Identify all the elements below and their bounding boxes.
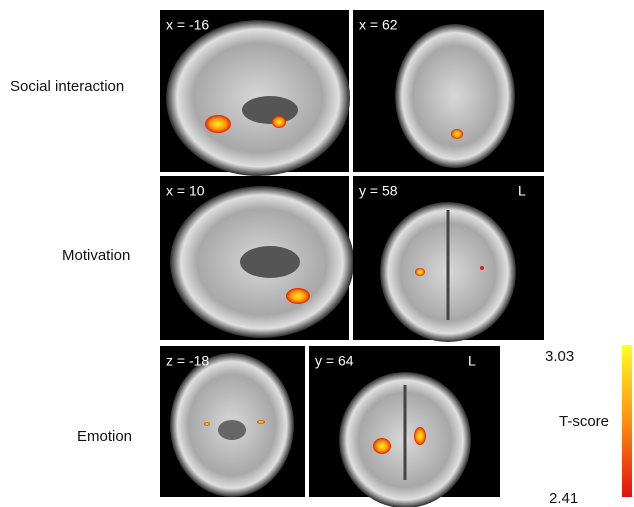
panel: x = -16 bbox=[160, 10, 350, 176]
side-marker: L bbox=[518, 183, 526, 199]
colorbar-min: 2.41 bbox=[549, 490, 578, 507]
colorbar-max: 3.03 bbox=[545, 348, 574, 365]
coordinate: y = 58 bbox=[359, 183, 398, 199]
side-marker: L bbox=[468, 353, 476, 369]
coordinate: x = -16 bbox=[166, 17, 209, 33]
row-label: Social interaction bbox=[10, 78, 124, 95]
panel: x = 62 bbox=[353, 10, 544, 172]
colorbar bbox=[622, 345, 632, 497]
coordinate: y = 64 bbox=[315, 353, 354, 369]
coordinate: z = -18 bbox=[166, 353, 209, 369]
coordinate: x = 62 bbox=[359, 17, 398, 33]
panel: z = -18 bbox=[160, 346, 305, 497]
row-label: Emotion bbox=[77, 428, 132, 445]
panel: y = 58 L bbox=[353, 176, 544, 342]
coordinate: x = 10 bbox=[166, 183, 205, 199]
colorbar-title: T-score bbox=[559, 413, 609, 430]
panel: y = 64 L bbox=[309, 346, 500, 507]
panel: x = 10 bbox=[160, 176, 354, 340]
row-label: Motivation bbox=[62, 247, 130, 264]
